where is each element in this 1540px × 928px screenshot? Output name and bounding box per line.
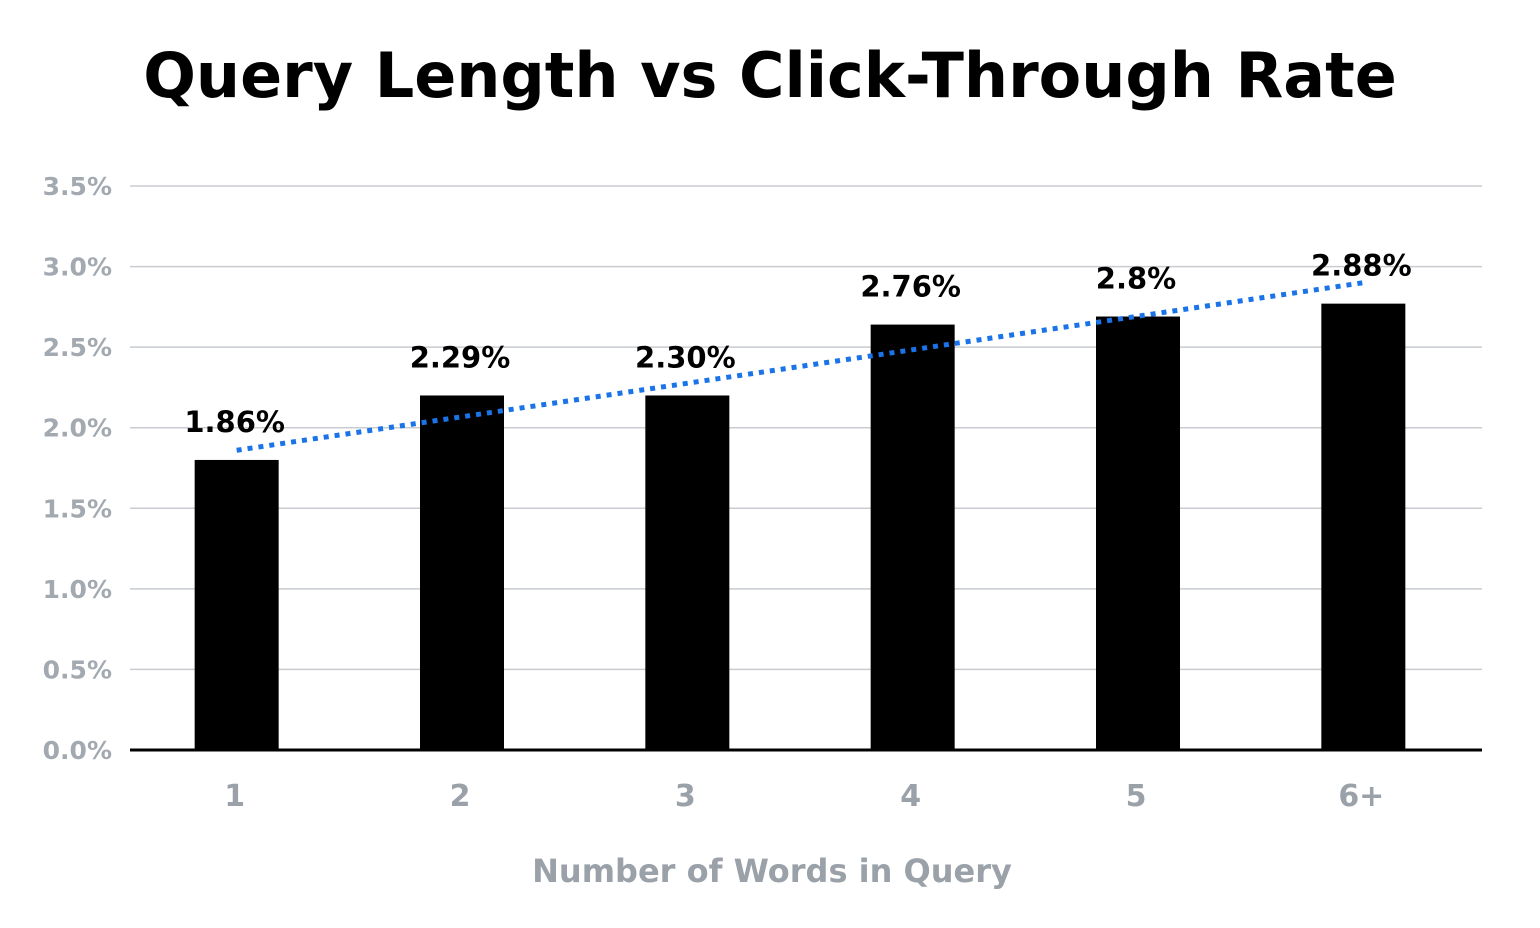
data-label: 2.88% [1311, 249, 1412, 283]
data-label: 1.86% [184, 405, 285, 439]
y-tick-label: 0.5% [43, 655, 112, 684]
bar [1096, 316, 1180, 750]
data-label: 2.76% [860, 270, 961, 304]
chart-title: Query Length vs Click-Through Rate [143, 39, 1397, 112]
bar [1321, 303, 1406, 750]
bar [420, 395, 504, 750]
x-tick-label: 4 [900, 779, 921, 814]
y-tick-label: 3.0% [43, 253, 112, 282]
y-tick-label: 3.5% [43, 172, 112, 201]
y-tick-label: 1.5% [43, 494, 112, 523]
x-tick-label: 5 [1126, 779, 1147, 814]
trendline [236, 280, 1364, 453]
data-label: 2.8% [1096, 262, 1176, 296]
y-tick-label: 0.0% [43, 736, 112, 765]
y-tick-label: 2.5% [43, 333, 112, 362]
bar [194, 459, 279, 750]
x-tick-label: 3 [675, 779, 696, 814]
x-tick-label: 6+ [1338, 779, 1384, 814]
data-label: 2.30% [635, 340, 736, 374]
x-tick-label: 1 [224, 779, 245, 814]
x-tick-label: 2 [450, 779, 471, 814]
y-tick-label: 2.0% [43, 414, 112, 443]
data-label: 2.29% [410, 340, 511, 374]
y-tick-label: 1.0% [43, 575, 112, 604]
x-axis-label: Number of Words in Query [532, 852, 1012, 890]
bar [645, 395, 730, 750]
bar [870, 324, 955, 750]
